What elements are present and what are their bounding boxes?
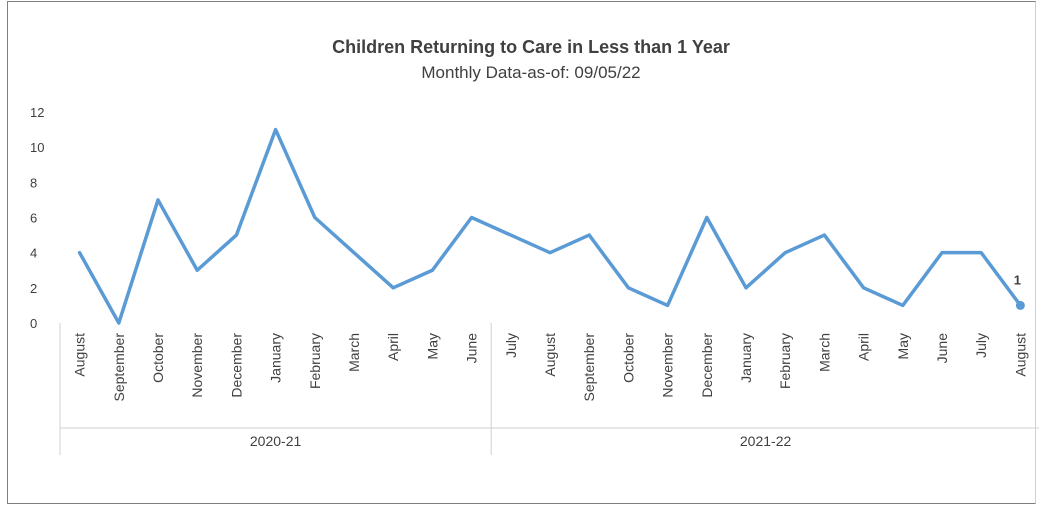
x-tick-label: October	[150, 333, 166, 383]
x-tick-label: February	[777, 333, 793, 389]
x-tick-label: May	[895, 333, 911, 359]
chart-subtitle: Monthly Data-as-of: 09/05/22	[421, 63, 640, 82]
x-tick-label: October	[620, 333, 636, 383]
x-tick-label: November	[189, 333, 205, 398]
x-tick-label: February	[307, 333, 323, 389]
x-tick-label: June	[464, 333, 480, 364]
y-tick-label: 2	[30, 281, 37, 296]
x-tick-label: November	[660, 333, 676, 398]
y-tick-label: 6	[30, 211, 37, 226]
x-tick-label: September	[111, 333, 127, 402]
x-tick-label: September	[581, 333, 597, 402]
y-tick-label: 4	[30, 246, 37, 261]
chart-frame	[7, 1, 1036, 504]
x-tick-label: April	[856, 333, 872, 361]
x-tick-label: August	[1012, 333, 1028, 377]
y-tick-label: 0	[30, 316, 37, 331]
chart-title: Children Returning to Care in Less than …	[332, 37, 730, 57]
axes: 0 2 4 6 8 10 12 August September October November D…	[30, 105, 1039, 455]
x-tick-label: December	[228, 333, 244, 398]
x-tick-label: June	[934, 333, 950, 364]
x-tick-label: March	[346, 333, 362, 372]
x-tick-label: April	[385, 333, 401, 361]
x-tick-label: January	[738, 333, 754, 383]
x-tick-label: August	[542, 333, 558, 377]
x-tick-label: December	[699, 333, 715, 398]
x-tick-label: January	[268, 333, 284, 383]
x-tick-label: July	[503, 333, 519, 358]
axis-group-label: 2020-21	[250, 433, 302, 449]
x-tick-label: August	[72, 333, 88, 377]
series-line	[77, 127, 1023, 325]
y-tick-label: 8	[30, 175, 37, 190]
labels-layer: 1	[1014, 272, 1021, 287]
y-tick-label: 12	[30, 105, 44, 120]
x-tick-label: March	[816, 333, 832, 372]
x-tick-label: July	[973, 333, 989, 358]
y-tick-label: 10	[30, 140, 44, 155]
data-label: 1	[1014, 272, 1021, 287]
axis-group-label: 2021-22	[740, 433, 792, 449]
x-tick-label: May	[424, 333, 440, 359]
series-layer	[77, 127, 1025, 325]
data-point-marker	[1015, 300, 1025, 310]
